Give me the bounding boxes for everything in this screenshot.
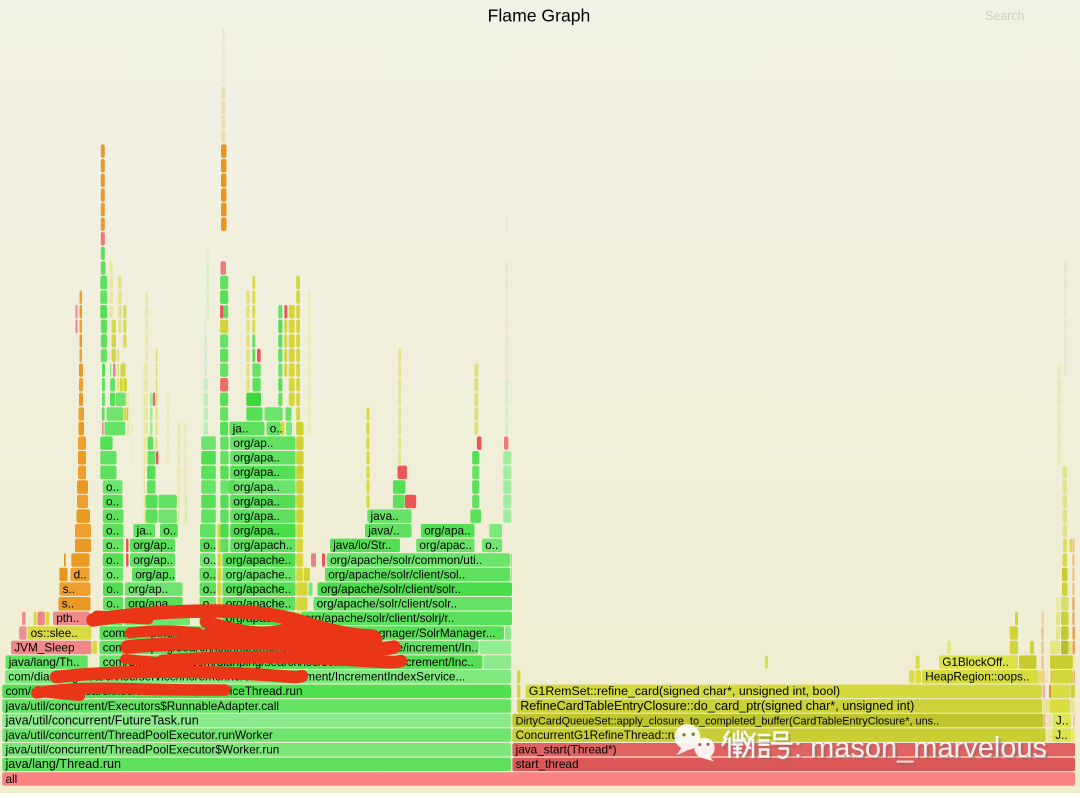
svg-text:RefineCardTableEntryClosure::d: RefineCardTableEntryClosure::do_card_ptr… (520, 699, 914, 713)
svg-text:G1RemSet::refine_card(signed c: G1RemSet::refine_card(signed char*, unsi… (529, 684, 840, 698)
svg-text:org/apache/solr/client/solrj/r: org/apache/solr/client/solrj/r.. (304, 611, 454, 625)
svg-text:org/apa..: org/apa.. (233, 524, 280, 538)
svg-text:org/apache/solr/client/solr..: org/apache/solr/client/solr.. (317, 597, 457, 611)
svg-text:o..: o.. (203, 553, 216, 567)
svg-text:org/ap..: org/ap.. (233, 436, 273, 450)
svg-text:o..: o.. (485, 538, 498, 552)
svg-text:o..: o.. (106, 567, 119, 581)
svg-text:org/apache/solr/common/uti..: org/apache/solr/common/uti.. (330, 553, 482, 567)
svg-text:J..: J.. (1055, 728, 1067, 742)
svg-text:java/lang/Thread.run: java/lang/Thread.run (5, 757, 122, 771)
svg-text:org/apache/solr/client/sol..: org/apache/solr/client/sol.. (328, 567, 465, 581)
svg-text:o..: o.. (106, 480, 119, 494)
svg-text:java/lang/Th..: java/lang/Th.. (8, 655, 80, 669)
svg-text:java/util/concurrent/Executors: java/util/concurrent/Executors$RunnableA… (5, 699, 279, 713)
svg-text:ConcurrentG1RefineThread::ru..: ConcurrentG1RefineThread::ru.. (516, 728, 685, 742)
svg-text:o..: o.. (106, 553, 119, 567)
svg-text:org/apa..: org/apa.. (424, 524, 471, 538)
svg-text:os::slee..: os::slee.. (31, 626, 78, 640)
svg-text:: mason_marvelous: : mason_marvelous (794, 732, 1047, 764)
svg-text:java/..: java/.. (367, 524, 399, 538)
svg-text:ja..: ja.. (232, 421, 249, 435)
svg-text:o..: o.. (163, 524, 176, 538)
svg-text:org/apach..: org/apach.. (233, 538, 292, 552)
svg-text:d..: d.. (74, 567, 87, 581)
svg-text:ja..: ja.. (136, 524, 153, 538)
svg-text:Search: Search (985, 9, 1025, 23)
svg-text:DirtyCardQueueSet::apply_closu: DirtyCardQueueSet::apply_closure_to_comp… (516, 715, 940, 727)
svg-text:o..: o.. (106, 509, 119, 523)
svg-text:java/util/concurrent/FutureTas: java/util/concurrent/FutureTask.run (5, 713, 199, 727)
svg-text:org/apa..: org/apa.. (233, 465, 280, 479)
svg-text:org/ap..: org/ap.. (135, 567, 175, 581)
svg-text:org/apac..: org/apac.. (419, 538, 471, 552)
svg-text:org/apache..: org/apache.. (226, 567, 292, 581)
svg-text:s..: s.. (63, 582, 75, 596)
svg-text:org/apa..: org/apa.. (233, 480, 280, 494)
svg-text:java/io/Str..: java/io/Str.. (332, 538, 391, 552)
svg-text:o..: o.. (106, 524, 119, 538)
svg-text:org/ap..: org/ap.. (128, 582, 168, 596)
svg-text:java_start(Thread*): java_start(Thread*) (515, 743, 617, 757)
svg-text:HeapRegion::oops..: HeapRegion::oops.. (925, 670, 1029, 684)
svg-text:org/ap..: org/ap.. (133, 538, 173, 552)
svg-text:Flame Graph: Flame Graph (488, 6, 591, 26)
svg-text:org/ap..: org/ap.. (133, 553, 173, 567)
svg-text:o..: o.. (203, 538, 216, 552)
svg-text:org/apache/solr/client/solr..: org/apache/solr/client/solr.. (321, 582, 461, 596)
svg-text:o..: o.. (106, 582, 119, 596)
svg-text:o..: o.. (203, 582, 216, 596)
svg-text:pth..: pth.. (56, 611, 79, 625)
svg-text:o..: o.. (106, 597, 119, 611)
svg-text:all: all (6, 772, 18, 786)
svg-text:o..: o.. (270, 421, 283, 435)
svg-text:org/apa..: org/apa.. (233, 509, 280, 523)
svg-text:org/apa..: org/apa.. (233, 451, 280, 465)
svg-text:java..: java.. (370, 509, 399, 523)
svg-text:o..: o.. (203, 567, 216, 581)
svg-text:J..: J.. (1056, 713, 1068, 727)
svg-text:start_thread: start_thread (516, 757, 579, 771)
svg-text:o..: o.. (106, 538, 119, 552)
svg-text:org/apache..: org/apache.. (226, 582, 292, 596)
svg-text:s..: s.. (62, 597, 74, 611)
svg-text:: mason_marvelous: : mason_marvelous (796, 734, 1049, 766)
svg-text:org/apache..: org/apache.. (226, 553, 292, 567)
svg-text:java/util/concurrent/ThreadPoo: java/util/concurrent/ThreadPoolExecutor.… (5, 728, 273, 742)
svg-text:JVM_Sleep: JVM_Sleep (14, 640, 75, 654)
svg-text:org/apa..: org/apa.. (233, 494, 280, 508)
svg-text:G1BlockOff..: G1BlockOff.. (942, 655, 1009, 669)
svg-text:o..: o.. (106, 494, 119, 508)
svg-text:java/util/concurrent/ThreadPoo: java/util/concurrent/ThreadPoolExecutor$… (5, 743, 280, 757)
